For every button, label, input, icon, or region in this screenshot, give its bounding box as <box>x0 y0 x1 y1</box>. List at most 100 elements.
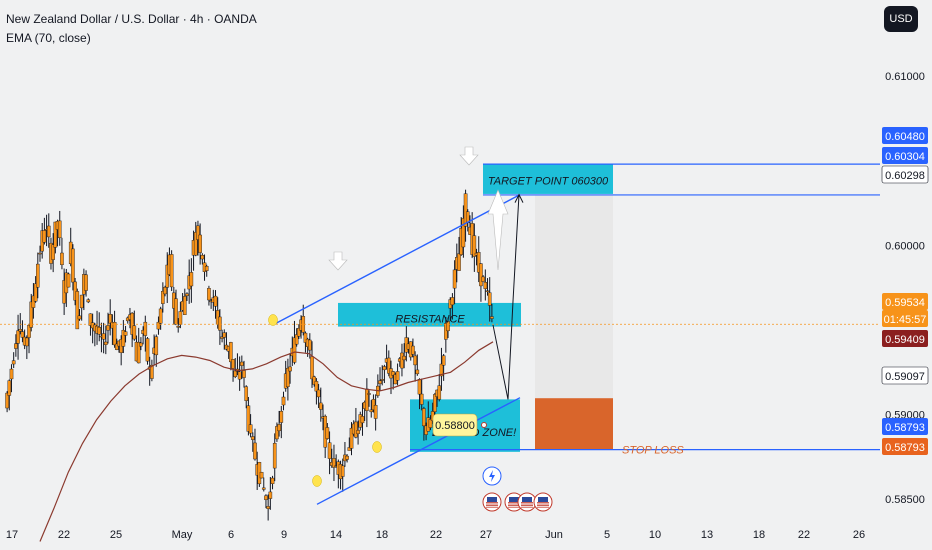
candle-body <box>7 380 12 396</box>
candle-body <box>31 295 36 308</box>
candle-body <box>253 442 257 460</box>
candle-body <box>292 337 297 363</box>
candle-body <box>193 232 198 256</box>
y-tick-label: 0.61000 <box>885 71 925 83</box>
candle-body <box>104 341 108 345</box>
candle-body <box>288 366 292 372</box>
x-tick-label: 14 <box>330 529 342 541</box>
ema-line <box>39 341 494 542</box>
price-axis-label[interactable] <box>882 147 928 164</box>
candle-body <box>97 327 102 335</box>
candle-body <box>25 337 29 347</box>
resistance-zone <box>338 302 521 327</box>
candle-body <box>248 424 253 434</box>
candle-body <box>182 296 187 315</box>
candle-body <box>382 366 387 371</box>
candle-body <box>356 430 360 434</box>
price-axis-label[interactable] <box>882 330 928 347</box>
candle-body <box>75 291 80 330</box>
flag-canton <box>538 497 548 502</box>
candle-body <box>386 357 391 374</box>
price-axis-label[interactable] <box>882 310 928 327</box>
flag-stripe <box>537 505 549 506</box>
candle-body <box>279 411 284 423</box>
candle-body <box>297 328 301 337</box>
candle-body <box>112 322 117 346</box>
candle-body <box>463 193 468 227</box>
price-axis-label[interactable] <box>882 438 928 455</box>
price-axis-label[interactable] <box>882 127 928 144</box>
candle-body <box>66 273 71 288</box>
price-axis-label[interactable] <box>881 165 929 184</box>
price-axis-label[interactable] <box>882 418 928 435</box>
projection-arrowhead <box>514 193 524 203</box>
candle-body <box>433 394 437 412</box>
swing-point-dot <box>268 314 278 326</box>
candle-body <box>261 487 266 490</box>
candle-body <box>378 380 382 384</box>
candle-body <box>200 255 205 260</box>
candle-body <box>86 299 91 303</box>
candle-body <box>145 338 150 362</box>
candle-body <box>60 252 64 266</box>
candle-body <box>400 352 404 369</box>
price-bubble-text: 0.58800 <box>435 420 475 432</box>
candle-body <box>84 274 88 291</box>
x-tick-label: 13 <box>701 529 713 541</box>
candle-body <box>79 294 84 309</box>
price-axis-label[interactable] <box>881 366 929 385</box>
flag-stripe <box>508 506 520 508</box>
currency-button[interactable]: USD <box>884 6 918 32</box>
price-bubble <box>432 413 478 437</box>
candle-body <box>316 389 321 398</box>
candle-body <box>176 326 181 328</box>
candle-body <box>174 298 178 325</box>
ema-indicator-label[interactable]: EMA (70, close) <box>6 31 91 45</box>
candle-body <box>327 442 332 459</box>
candle-body <box>73 281 77 301</box>
candle-body <box>476 252 481 273</box>
candle-body <box>237 371 242 380</box>
price-axis-label-text: 0.58793 <box>885 442 925 454</box>
price-axis-label-text: 0.60298 <box>885 170 925 182</box>
x-tick-label: 22 <box>58 529 70 541</box>
candle-body <box>196 225 200 240</box>
x-tick-label: 18 <box>753 529 765 541</box>
candle-body <box>139 342 143 347</box>
candle-body <box>233 370 238 377</box>
candle-body <box>57 220 62 239</box>
candle-body <box>16 330 20 344</box>
candle-body <box>415 369 420 375</box>
candle-body <box>204 266 209 271</box>
channel-lower-line <box>316 397 521 505</box>
candle-body <box>360 416 365 424</box>
price-axis-label[interactable] <box>882 293 928 310</box>
down-arrow-icon <box>328 251 348 271</box>
flag-stripe <box>537 503 549 505</box>
candle-body <box>272 443 277 469</box>
candle-body <box>123 331 128 336</box>
candle-body <box>71 248 75 283</box>
flag-stripe <box>508 502 520 503</box>
candle-body <box>11 360 16 365</box>
candle-body <box>51 244 55 260</box>
candle-body <box>88 313 93 326</box>
candle-body <box>286 367 290 387</box>
price-axis[interactable] <box>872 0 932 550</box>
candle-body <box>487 292 492 306</box>
flag-stripe <box>521 506 533 508</box>
candle-body <box>428 419 433 428</box>
candle-body <box>185 293 189 297</box>
candle-body <box>154 336 159 356</box>
resistance-label: RESISTANCE <box>395 314 465 326</box>
channel-upper-line <box>272 193 521 326</box>
x-tick-label: 25 <box>110 529 122 541</box>
candle-body <box>178 311 183 325</box>
candle-body <box>29 301 34 328</box>
candle-body <box>371 399 376 411</box>
candle-body <box>367 393 371 395</box>
candle-body <box>422 408 426 427</box>
flag-stripe <box>537 506 549 508</box>
candle-body <box>27 324 31 338</box>
